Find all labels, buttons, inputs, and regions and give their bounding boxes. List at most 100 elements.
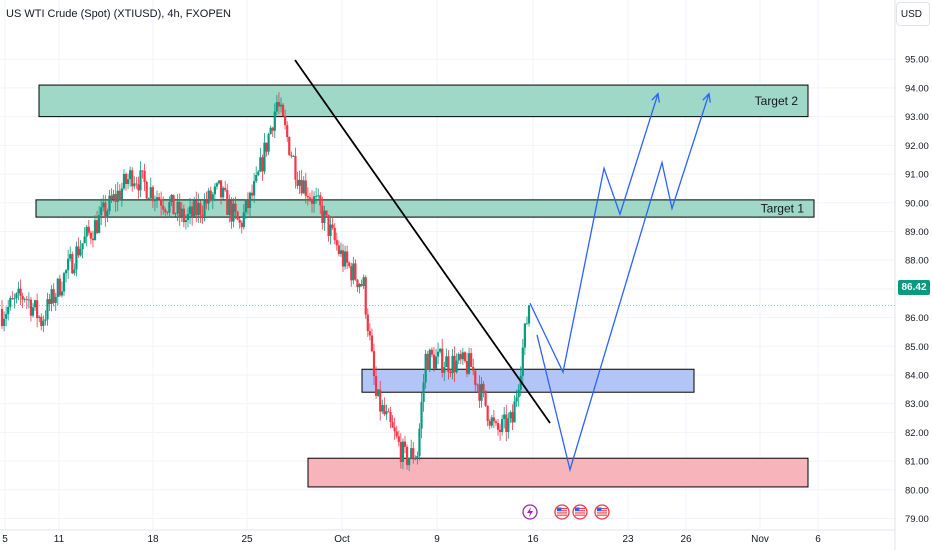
candle-body — [85, 226, 88, 237]
candle-body — [197, 203, 200, 216]
candle-body — [432, 354, 436, 369]
candle-body — [207, 190, 210, 204]
candle-body — [482, 383, 485, 391]
candle-body — [426, 353, 429, 370]
candle-body — [352, 263, 355, 281]
y-tick-label: 90.00 — [905, 198, 929, 209]
candle-body — [393, 427, 396, 432]
candle-body — [306, 195, 309, 198]
candle-body — [21, 295, 24, 300]
currency-selector[interactable] — [896, 2, 930, 26]
candle-body — [381, 405, 384, 412]
candle-body — [36, 300, 39, 319]
candle-body — [488, 421, 491, 426]
candle-body — [213, 186, 216, 195]
y-tick-label: 79.00 — [905, 514, 929, 525]
candle-body — [71, 254, 74, 274]
candle-body — [281, 104, 285, 116]
candle-body — [358, 284, 361, 288]
candle-body — [193, 200, 196, 217]
candle-body — [147, 198, 150, 200]
candle-body — [465, 361, 469, 374]
candle-body — [379, 389, 382, 412]
projection-arrowhead — [702, 92, 711, 103]
candle-body — [434, 356, 438, 369]
candle-body — [116, 190, 119, 202]
x-tick-label: 18 — [147, 534, 159, 545]
candle-body — [368, 331, 371, 336]
candle-body — [172, 194, 175, 215]
candle-body — [246, 200, 250, 209]
candle-body — [317, 195, 320, 197]
y-tick-label: 91.00 — [905, 170, 929, 181]
candle-body — [304, 180, 307, 196]
candle-body — [27, 299, 30, 301]
candle-body — [476, 384, 479, 386]
candle-body — [83, 236, 86, 244]
candle-body — [238, 219, 241, 223]
candle-body — [418, 428, 421, 456]
candle-body — [209, 190, 212, 201]
candle-body — [60, 291, 64, 296]
candle-body — [170, 194, 173, 203]
candle-body — [447, 356, 450, 373]
candle-body — [42, 320, 45, 327]
y-tick-label: 95.00 — [905, 55, 929, 66]
flag-canton — [575, 507, 580, 511]
candle-body — [186, 213, 190, 221]
candle-body — [89, 232, 92, 239]
flag-stripe — [557, 512, 567, 514]
candle-body — [52, 289, 55, 303]
x-tick-label: 25 — [241, 534, 253, 545]
candle-body — [230, 200, 233, 222]
candle-body — [2, 318, 6, 326]
candle-body — [401, 441, 405, 462]
candle-body — [397, 436, 400, 442]
candle-body — [496, 423, 500, 430]
y-tick-label: 92.00 — [905, 141, 929, 152]
zone-box — [361, 368, 695, 393]
candle-body — [377, 389, 380, 396]
y-tick-label: 88.00 — [905, 256, 929, 267]
candle-body — [449, 372, 452, 374]
candle-body — [143, 171, 146, 183]
candle-body — [15, 293, 18, 299]
candle-body — [296, 179, 299, 186]
candle-body — [151, 187, 154, 202]
candle-body — [195, 200, 198, 216]
candle-body — [290, 155, 293, 157]
y-tick-label: 93.00 — [905, 112, 929, 123]
candle-body — [414, 458, 417, 460]
candle-body — [69, 254, 72, 259]
candle-body — [25, 298, 28, 300]
candle-body — [364, 277, 367, 315]
candle-body — [261, 157, 264, 172]
candle-body — [387, 411, 390, 413]
candle-body — [420, 401, 423, 429]
zone-label: Target 1 — [761, 201, 805, 215]
candle-body — [122, 174, 126, 189]
candle-body — [507, 418, 510, 432]
candle-body — [492, 417, 495, 422]
candle-body — [346, 251, 349, 263]
candle-body — [370, 335, 374, 352]
candle-body — [176, 201, 179, 214]
candle-body — [110, 195, 113, 200]
candle-body — [31, 307, 35, 316]
candle-body — [310, 198, 314, 204]
candle-body — [226, 190, 229, 215]
candle-body — [451, 355, 454, 374]
x-tick-label: Oct — [334, 534, 350, 545]
candle-body — [457, 353, 460, 361]
candle-body — [205, 200, 208, 204]
candle-body — [513, 401, 516, 423]
candle-body — [335, 240, 338, 246]
candle-body — [374, 376, 378, 396]
candle-body — [199, 203, 202, 215]
candle-body — [19, 288, 22, 296]
candle-body — [180, 208, 183, 217]
flag-stripe — [597, 510, 607, 512]
candle-body — [174, 213, 177, 215]
candle-body — [356, 279, 359, 288]
